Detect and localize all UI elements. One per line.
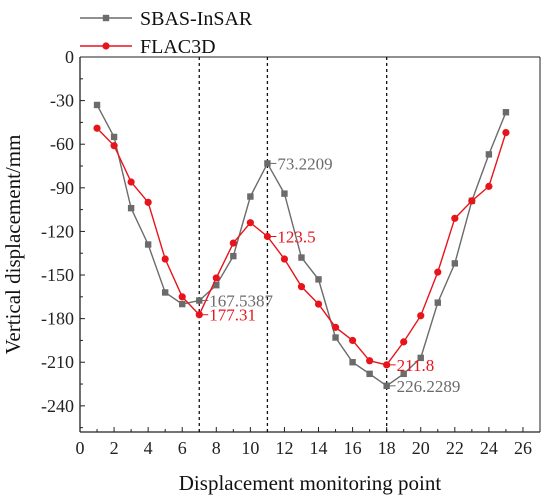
x-tick-label: 2	[110, 438, 119, 458]
x-tick-label: 10	[241, 438, 259, 458]
x-tick-label: 26	[514, 438, 532, 458]
data-point	[110, 142, 118, 150]
data-point	[315, 276, 322, 283]
data-point	[485, 182, 493, 190]
data-point	[144, 241, 152, 248]
data-point	[451, 260, 459, 267]
data-point	[348, 336, 357, 345]
y-tick-label: -30	[50, 91, 74, 111]
y-tick-label: -90	[50, 178, 74, 198]
x-tick-label: 6	[178, 438, 187, 458]
legend-item: FLAC3D	[80, 36, 216, 58]
y-tick-label: -240	[41, 396, 74, 416]
data-point	[331, 323, 340, 331]
axes: 0 2 4 6 8 10 12 14 16 18 20 22 24 260-30-60-90-120-15…	[41, 47, 541, 458]
data-point	[178, 293, 186, 301]
data-point	[196, 297, 203, 304]
data-point	[434, 268, 442, 276]
data-point	[110, 133, 118, 141]
data-point	[230, 252, 237, 260]
data-point	[195, 311, 203, 319]
data-point	[502, 128, 510, 137]
y-axis-title: Vertical displacement/mm	[1, 135, 25, 355]
data-point	[280, 255, 289, 263]
data-point	[366, 370, 373, 378]
data-point	[93, 124, 101, 132]
x-tick-label: 16	[344, 438, 362, 458]
annotation-label: 226.2289	[397, 377, 461, 396]
legend-marker	[102, 42, 110, 50]
y-tick-label: -210	[41, 352, 74, 372]
y-tick-label: -180	[41, 309, 74, 329]
data-point	[93, 101, 101, 109]
data-point	[298, 254, 305, 261]
data-point	[400, 338, 408, 346]
y-tick-label: -150	[41, 265, 74, 285]
data-point	[314, 300, 323, 308]
x-tick-label: 24	[480, 438, 498, 458]
data-point	[400, 370, 407, 378]
x-tick-label: 4	[144, 438, 153, 458]
x-tick-label: 18	[378, 438, 396, 458]
x-tick-label: 12	[275, 438, 293, 458]
legend-label: SBAS-InSAR	[140, 8, 253, 30]
data-point	[264, 160, 271, 167]
data-point	[263, 232, 272, 241]
x-axis-title: Displacement monitoring point	[179, 471, 442, 495]
x-tick-label: 20	[412, 438, 430, 458]
annotation-label: 211.8	[397, 356, 435, 375]
x-tick-label: 14	[310, 438, 328, 458]
annotation-label: 177.31	[209, 306, 256, 325]
data-point	[297, 283, 306, 291]
data-point	[417, 312, 425, 320]
data-point	[161, 289, 169, 296]
data-point	[417, 354, 424, 362]
x-tick-label: 0	[76, 438, 85, 458]
legend: SBAS-InSAR FLAC3D	[80, 8, 253, 58]
data-point	[144, 198, 152, 206]
legend-marker	[102, 14, 110, 22]
y-tick-label: -120	[41, 221, 74, 241]
data-point	[332, 334, 339, 341]
data-point	[179, 300, 186, 308]
data-point	[127, 178, 135, 186]
data-point	[434, 299, 441, 306]
data-point	[213, 281, 220, 289]
x-tick-label: 22	[446, 438, 464, 458]
legend-item: SBAS-InSAR	[80, 8, 253, 30]
data-point	[383, 382, 390, 390]
data-point	[246, 219, 254, 227]
data-point	[366, 357, 374, 365]
legend-label: FLAC3D	[140, 36, 216, 58]
data-point	[247, 193, 254, 200]
data-point	[212, 274, 220, 282]
data-point	[281, 190, 288, 197]
annotation-label: 73.2209	[277, 154, 332, 173]
annotation-label: 167.5387	[209, 292, 273, 311]
data-point	[485, 151, 493, 158]
data-point	[468, 197, 476, 205]
data-point	[502, 109, 510, 116]
y-tick-label: 0	[65, 47, 74, 67]
x-tick-label: 8	[212, 438, 221, 458]
series-layer	[93, 101, 510, 390]
annotation-label: 123.5	[277, 228, 315, 247]
data-point	[349, 359, 356, 366]
data-point	[161, 255, 169, 263]
data-point	[451, 214, 459, 222]
reference-lines	[198, 57, 388, 432]
y-tick-label: -60	[50, 134, 74, 154]
data-point	[229, 239, 237, 247]
data-point	[127, 204, 135, 212]
data-point	[383, 361, 391, 369]
series-flac3d	[93, 124, 510, 369]
